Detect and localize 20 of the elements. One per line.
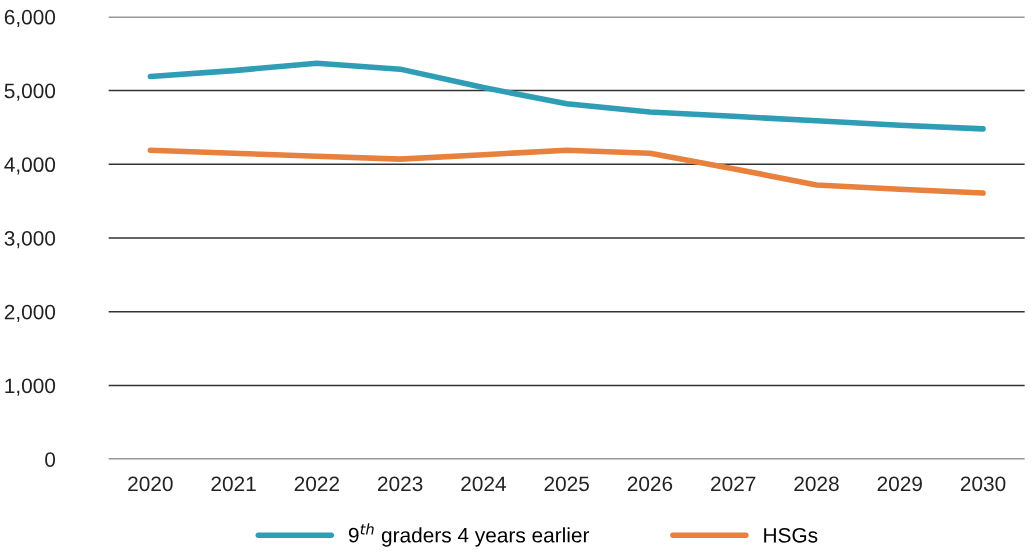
x-tick-label: 2021 (211, 476, 256, 492)
y-tick-label: 2,000 (4, 304, 56, 322)
y-tick-label: 3,000 (4, 231, 56, 249)
legend-label: 9$^{th}$ graders 4 years earlier (348, 523, 590, 547)
y-tick-label: 1,000 (5, 378, 56, 396)
x-tick-label: 2027 (711, 476, 756, 492)
x-tick-label: 2023 (378, 476, 423, 492)
legend-label: HSGs (764, 527, 818, 543)
x-tick-label: 2020 (128, 476, 173, 492)
x-tick-label: 2028 (794, 476, 839, 492)
x-tick-label: 2026 (627, 476, 673, 492)
x-tick-label: 2029 (877, 476, 922, 492)
x-tick-label: 2030 (960, 476, 1006, 492)
x-tick-label: 2024 (461, 476, 506, 492)
y-tick-label: 6,000 (4, 9, 56, 28)
y-tick-label: 4,000 (4, 157, 56, 175)
y-tick-label: 0 (45, 452, 56, 467)
y-tick-label: 5,000 (4, 83, 56, 101)
x-tick-label: 2025 (544, 476, 589, 492)
x-tick-label: 2022 (294, 476, 339, 492)
